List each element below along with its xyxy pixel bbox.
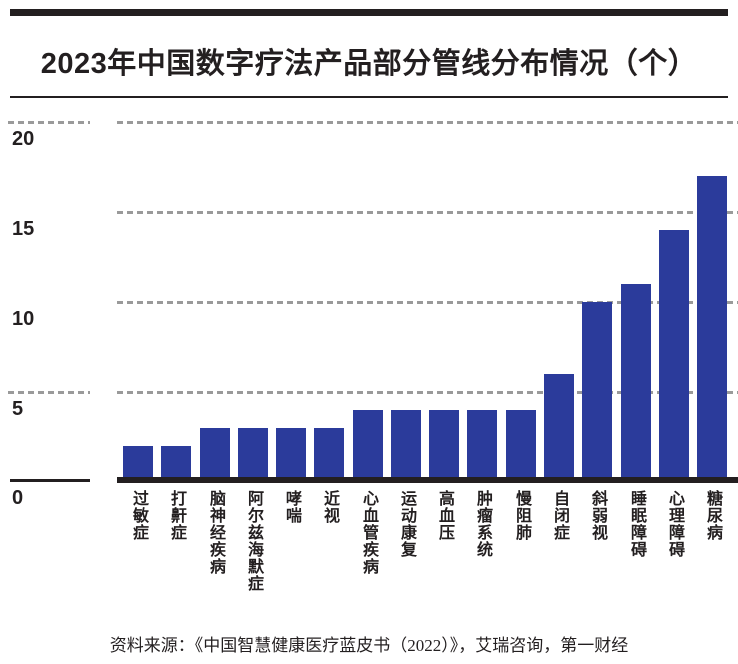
x-category-label-心血管疾病: 心血管疾病 [360, 490, 377, 575]
bar-打鼾症 [161, 446, 191, 478]
x-category-label-自闭症: 自闭症 [551, 490, 568, 541]
bar-阿尔兹海默症 [238, 428, 268, 478]
y-tick-label-20: 20 [12, 128, 35, 150]
gridline-5 [117, 391, 738, 394]
x-category-label-肿瘤系统: 肿瘤系统 [474, 490, 491, 558]
x-category-label-高血压: 高血压 [436, 490, 453, 541]
x-category-label-打鼾症: 打鼾症 [168, 490, 185, 541]
gridline-20 [117, 121, 738, 124]
x-category-label-斜弱视: 斜弱视 [589, 490, 606, 541]
x-category-label-哮喘: 哮喘 [283, 490, 300, 524]
y-tick-label-15: 15 [12, 218, 35, 240]
bar-过敏症 [123, 446, 153, 478]
top-accent-bar [10, 9, 728, 16]
x-category-label-过敏症: 过敏症 [130, 490, 147, 541]
x-category-label-心理障碍: 心理障碍 [666, 490, 683, 558]
source-note: 资料来源：《中国智慧健康医疗蓝皮书（2022）》，艾瑞咨询，第一财经 [109, 636, 629, 655]
bar-慢阻肺 [506, 410, 536, 478]
x-category-label-近视: 近视 [321, 490, 338, 524]
bar-心理障碍 [659, 230, 689, 478]
y-tick-label-0: 0 [12, 487, 24, 509]
bar-自闭症 [544, 374, 574, 478]
y-tick-label-5: 5 [12, 398, 24, 420]
x-category-label-运动康复: 运动康复 [398, 490, 415, 558]
x-category-label-阿尔兹海默症: 阿尔兹海默症 [245, 490, 262, 592]
gridline-10 [117, 301, 738, 304]
gridline-left-segment-20 [8, 121, 90, 124]
chart-title: 2023年中国数字疗法产品部分管线分布情况（个） [40, 48, 698, 80]
bar-斜弱视 [582, 302, 612, 478]
x-category-label-脑神经疾病: 脑神经疾病 [207, 490, 224, 575]
y-tick-label-10: 10 [12, 308, 35, 330]
bar-脑神经疾病 [200, 428, 230, 478]
bar-肿瘤系统 [467, 410, 497, 478]
y-axis-zero-segment [10, 479, 90, 482]
bar-运动康复 [391, 410, 421, 478]
x-category-label-睡眠障碍: 睡眠障碍 [628, 490, 645, 558]
x-category-label-慢阻肺: 慢阻肺 [513, 490, 530, 541]
title-divider [10, 96, 728, 98]
gridline-left-segment-5 [8, 391, 90, 394]
bar-近视 [314, 428, 344, 478]
x-category-label-糖尿病: 糖尿病 [704, 490, 721, 541]
bar-高血压 [429, 410, 459, 478]
bar-心血管疾病 [353, 410, 383, 478]
x-axis-line [117, 477, 738, 483]
bar-哮喘 [276, 428, 306, 478]
bar-睡眠障碍 [621, 284, 651, 478]
bar-糖尿病 [697, 176, 727, 478]
gridline-15 [117, 211, 738, 214]
